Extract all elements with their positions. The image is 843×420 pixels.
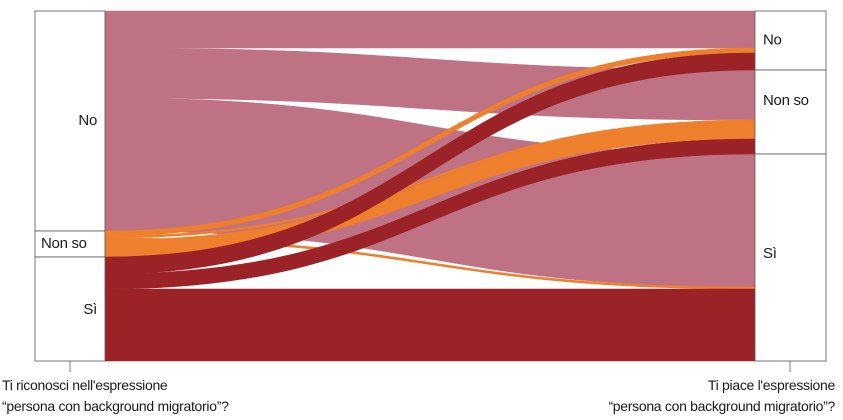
left-node-label-no: No [78,112,97,129]
right-node-si [754,153,827,362]
left-node-si [34,256,106,362]
flow-l-no-to-r-no-0 [104,10,756,49]
right-node-label-nonso: Non so [763,92,809,109]
right-node-nonso [754,69,827,155]
right-node-label-no: No [763,31,782,48]
right-node-no [754,10,827,71]
right-question-caption: Ti piace l'espressione “persona con back… [608,375,835,417]
left-question-caption: Ti riconosci nell'espressione “persona c… [2,375,229,417]
left-node-no [34,10,106,232]
right-question-line2: “persona con background migratorio”? [608,398,835,414]
question-ticks [69,361,791,372]
nodes-group: No Non so Sì No Non so Sì [34,10,827,362]
flows-group [104,10,756,362]
left-question-line1: Ti riconosci nell'espressione [2,377,168,393]
left-node-label-si: Sì [83,301,97,318]
left-node-label-nonso: Non so [41,235,87,252]
flow-l-si-to-r-si-9 [104,288,756,362]
left-node-nonso [34,230,106,258]
right-question-line1: Ti piace l'espressione [707,377,835,393]
left-question-line2: “persona con background migratorio”? [2,398,229,414]
right-node-label-si: Sì [763,245,777,262]
